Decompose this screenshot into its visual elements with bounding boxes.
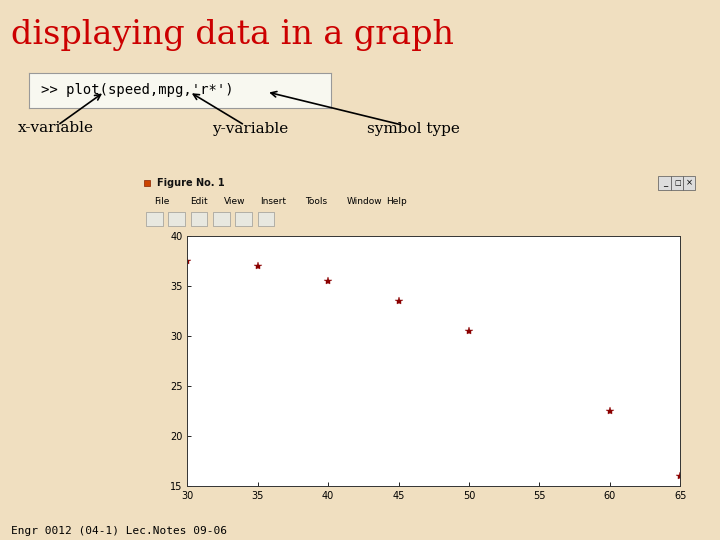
Text: x-variable: x-variable: [18, 122, 94, 136]
Bar: [168, 212, 185, 226]
Text: Edit: Edit: [191, 198, 208, 206]
Text: Window: Window: [347, 198, 382, 206]
Text: Insert: Insert: [261, 198, 287, 206]
Text: symbol type: symbol type: [367, 122, 460, 136]
Text: >> plot(speed,mpg,'r*'): >> plot(speed,mpg,'r*'): [41, 84, 233, 97]
Bar: [258, 212, 274, 226]
Text: displaying data in a graph: displaying data in a graph: [11, 19, 454, 51]
Text: Tools: Tools: [305, 198, 327, 206]
Bar: [683, 176, 695, 190]
Text: Figure No. 1: Figure No. 1: [157, 178, 225, 188]
Bar: [658, 176, 670, 190]
Text: Help: Help: [386, 198, 407, 206]
Bar: [191, 212, 207, 226]
Bar: [146, 212, 163, 226]
Bar: [235, 212, 252, 226]
Text: _: _: [663, 179, 667, 187]
Bar: [670, 176, 683, 190]
Bar: [213, 212, 230, 226]
Text: Engr 0012 (04-1) Lec.Notes 09-06: Engr 0012 (04-1) Lec.Notes 09-06: [11, 525, 227, 536]
Text: File: File: [154, 198, 170, 206]
Text: y-variable: y-variable: [212, 122, 289, 136]
Text: □: □: [674, 180, 680, 186]
Text: ×: ×: [686, 179, 693, 187]
Text: View: View: [224, 198, 246, 206]
